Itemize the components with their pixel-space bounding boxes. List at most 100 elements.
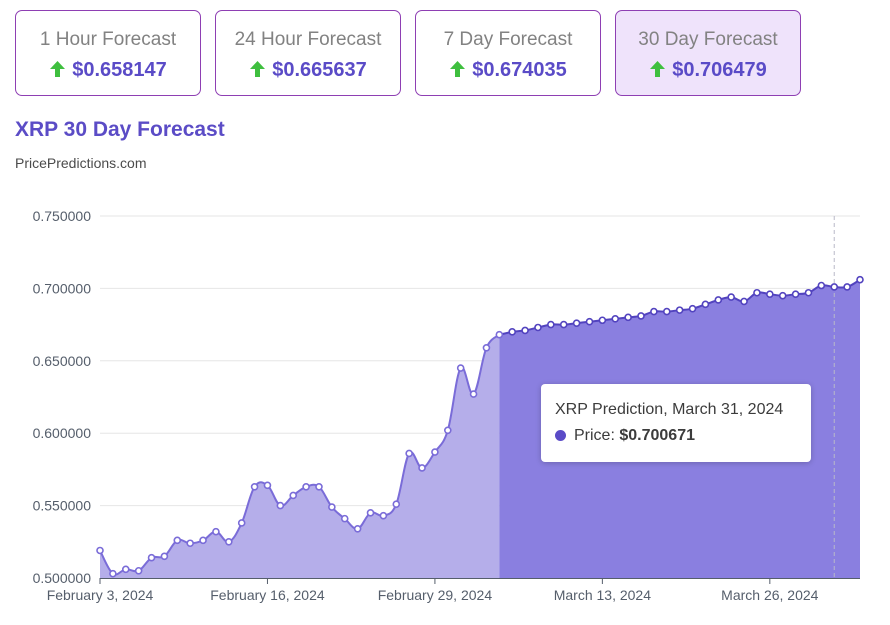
history-point [495, 330, 504, 339]
y-tick-label: 0.700000 [33, 280, 92, 296]
forecast-point [701, 300, 710, 309]
card-value: $0.674035 [472, 59, 567, 81]
history-point [250, 482, 259, 491]
forecast-point [766, 290, 774, 298]
card-value: $0.658147 [72, 59, 167, 81]
y-tick-label: 0.600000 [33, 425, 92, 441]
y-axis: 0.750000 0.700000 0.650000 0.600000 0.550000… [33, 208, 92, 586]
forecast-point [637, 312, 645, 320]
chart-points [96, 275, 864, 578]
chart-source: PricePredictions.com [15, 155, 147, 171]
x-tick-label: February 3, 2024 [47, 587, 154, 603]
chart-tooltip: XRP Prediction, March 31, 2024 Price: $0… [541, 384, 811, 462]
history-point [199, 536, 207, 545]
forecast-point [740, 297, 748, 306]
arrow-up-icon [50, 61, 66, 77]
history-point [134, 566, 143, 575]
x-axis: February 3, 2024 February 16, 2024 Februar… [47, 578, 860, 603]
tooltip-price-row: Price: $0.700671 [555, 427, 695, 445]
forecast-point [843, 283, 851, 291]
history-point [392, 500, 401, 508]
forecast-point [547, 320, 555, 329]
history-point [469, 390, 478, 398]
chart-title: XRP 30 Day Forecast [15, 118, 225, 141]
forecast-point [508, 328, 517, 336]
history-point [263, 481, 272, 490]
history-point [340, 514, 349, 523]
y-tick-label: 0.750000 [33, 208, 92, 224]
history-point [315, 482, 323, 491]
card-label: 30 Day Forecast [638, 29, 778, 50]
forecast-point [817, 281, 826, 290]
card-label: 24 Hour Forecast [234, 29, 382, 50]
history-point [482, 343, 491, 352]
history-point [379, 511, 388, 520]
forecast-card-1-hour[interactable]: 1 Hour Forecast $0.658147 [15, 10, 201, 96]
history-point [121, 565, 130, 574]
tooltip-price-value: $0.700671 [619, 427, 695, 444]
history-area [100, 334, 500, 578]
forecast-point [650, 307, 658, 316]
forecast-point [534, 323, 542, 332]
forecast-point [559, 320, 568, 329]
card-value-row: $0.674035 [416, 59, 600, 82]
forecast-point [611, 315, 620, 323]
history-point [328, 503, 336, 511]
x-tick-label: February 16, 2024 [210, 587, 325, 603]
card-value-row: $0.665637 [216, 59, 400, 82]
forecast-point [830, 283, 839, 291]
arrow-up-icon [650, 61, 666, 77]
forecast-card-30-day[interactable]: 30 Day Forecast $0.706479 [615, 10, 801, 96]
forecast-point [804, 288, 813, 297]
history-point [405, 449, 413, 458]
forecast-point [727, 293, 735, 301]
history-point [289, 491, 298, 500]
forecast-point [791, 290, 800, 298]
history-point [186, 539, 194, 548]
forecast-point [572, 319, 581, 327]
history-point [443, 426, 452, 435]
tooltip-price-label: Price: [574, 427, 615, 444]
forecast-card-24-hour[interactable]: 24 Hour Forecast $0.665637 [215, 10, 401, 96]
forecast-point [662, 307, 671, 316]
history-point [418, 464, 426, 472]
arrow-up-icon [250, 61, 266, 77]
y-tick-label: 0.550000 [33, 498, 92, 514]
forecast-point [675, 306, 684, 314]
forecast-point [753, 288, 761, 297]
history-point [353, 524, 362, 533]
card-value-row: $0.658147 [16, 59, 200, 82]
history-point [160, 552, 169, 561]
forecast-point [624, 313, 632, 322]
history-point [366, 509, 375, 517]
history-point [225, 537, 233, 546]
card-value: $0.665637 [272, 59, 367, 81]
history-point [237, 519, 246, 527]
card-value: $0.706479 [672, 59, 767, 81]
tooltip-title: XRP Prediction, March 31, 2024 [555, 401, 784, 418]
forecast-point [688, 304, 697, 313]
history-point [212, 527, 220, 536]
x-tick-label: March 13, 2024 [554, 587, 651, 603]
card-label: 7 Day Forecast [443, 29, 573, 50]
y-tick-label: 0.650000 [33, 353, 92, 369]
forecast-point [778, 291, 787, 300]
series-dot-icon [555, 430, 566, 441]
history-point [456, 364, 465, 372]
history-point [431, 448, 439, 456]
arrow-up-icon [450, 61, 466, 77]
x-tick-label: February 29, 2024 [378, 587, 493, 603]
forecast-card-7-day[interactable]: 7 Day Forecast $0.674035 [415, 10, 601, 96]
forecast-point [521, 326, 529, 335]
forecast-point [714, 296, 723, 304]
history-point [96, 546, 104, 555]
forecast-point [856, 275, 864, 284]
history-point [302, 482, 310, 491]
history-point [276, 501, 285, 510]
card-value-row: $0.706479 [616, 59, 800, 82]
history-point [109, 569, 117, 578]
x-tick-label: March 26, 2024 [721, 587, 818, 603]
forecast-point [598, 316, 607, 325]
card-label: 1 Hour Forecast [39, 29, 177, 50]
history-point [173, 536, 182, 545]
